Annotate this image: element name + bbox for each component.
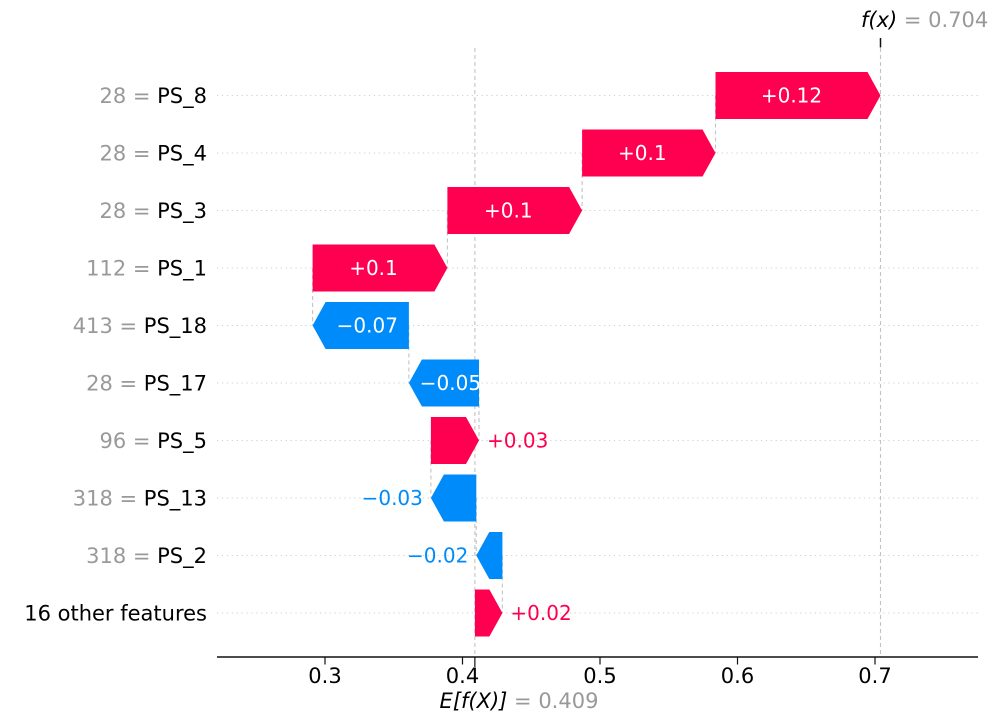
bar-ps-13 (430, 474, 477, 522)
bar-label-ps-13: −0.03 (362, 486, 423, 510)
row-label-ps-3: 28 = PS_3 (99, 199, 207, 224)
bar-label-ps-3: +0.1 (484, 199, 533, 223)
row-label-ps-8: 28 = PS_8 (99, 84, 207, 109)
text-run: E[f(X)] (440, 689, 508, 713)
bar-ps-18 (312, 302, 409, 349)
text-run: 28 (86, 372, 113, 396)
x-tick-label-0.7: 0.7 (858, 664, 891, 688)
row-label-ps-5: 96 = PS_5 (99, 429, 207, 454)
x-tick-label-0.4: 0.4 (446, 664, 479, 688)
row-label-ps-13: 318 = PS_13 (73, 487, 207, 512)
text-run: 96 (99, 429, 126, 453)
text-run: 16 other features (24, 602, 207, 626)
x-tick-label-0.6: 0.6 (721, 664, 754, 688)
bar-label-ps-17: −0.05 (420, 371, 481, 395)
row-label-ps-17: 28 = PS_17 (86, 372, 207, 397)
row-label-ps-4: 28 = PS_4 (99, 142, 207, 167)
bar-label-ps-5: +0.03 (487, 429, 548, 453)
bar-ps-8 (715, 72, 881, 119)
bar-ps-5 (430, 417, 479, 464)
text-run: PS_3 (157, 199, 207, 224)
row-label-16-other-features: 16 other features (24, 602, 207, 626)
bar-ps-1 (312, 244, 448, 292)
text-run: = (126, 429, 157, 453)
text-run: PS_13 (144, 487, 207, 512)
bar-ps-4 (582, 129, 716, 177)
text-run: = (113, 372, 144, 396)
text-run: 413 (73, 314, 113, 338)
bar-label-ps-2: −0.02 (407, 544, 468, 568)
text-run: 318 (73, 487, 113, 511)
bar-ps-2 (476, 532, 503, 579)
row-label-ps-18: 413 = PS_18 (73, 314, 207, 339)
text-run: PS_17 (144, 372, 207, 397)
text-run: 28 (99, 84, 126, 108)
text-run: 112 (86, 257, 126, 281)
text-run: 28 (99, 199, 126, 223)
bar-ps-17 (408, 359, 479, 407)
bar-label-ps-18: −0.07 (337, 314, 398, 338)
text-run: PS_1 (157, 257, 207, 282)
text-run: = (126, 544, 157, 568)
text-run: = (126, 257, 157, 281)
row-label-ps-2: 318 = PS_2 (86, 544, 207, 569)
text-run: PS_2 (157, 544, 207, 569)
expected-value-label: E[f(X)] = 0.409 (440, 689, 599, 713)
x-tick-label-0.5: 0.5 (583, 664, 616, 688)
text-run: PS_5 (157, 429, 207, 454)
bar-label-ps-4: +0.1 (618, 141, 667, 165)
text-run: PS_18 (144, 314, 207, 339)
bar-ps-3 (447, 187, 583, 234)
text-run: PS_8 (157, 84, 207, 109)
fx-label: f(x) = 0.704 (861, 8, 988, 32)
text-run: = (113, 314, 144, 338)
text-run: 318 (86, 544, 126, 568)
text-run: = (126, 84, 157, 108)
bar-label-ps-1: +0.1 (349, 256, 398, 280)
text-run: f(x) (861, 8, 897, 32)
text-run: 28 (99, 142, 126, 166)
bar-label-16-other-features: +0.02 (510, 601, 571, 625)
text-run: = (126, 142, 157, 166)
text-run: = (113, 487, 144, 511)
bar-label-ps-8: +0.12 (761, 84, 822, 108)
text-run: PS_4 (157, 142, 207, 167)
x-tick-label-0.3: 0.3 (308, 664, 341, 688)
row-label-ps-1: 112 = PS_1 (86, 257, 207, 282)
text-run: = (126, 199, 157, 223)
bar-16-other-features (474, 589, 503, 637)
text-run: = 0.704 (897, 8, 988, 32)
text-run: = 0.409 (507, 689, 598, 713)
